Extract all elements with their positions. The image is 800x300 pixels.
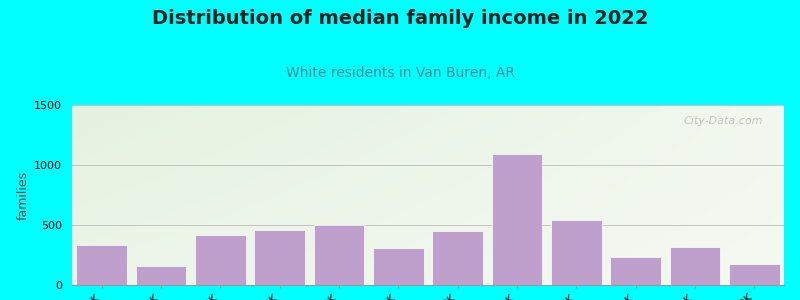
Bar [670,247,720,285]
Bar [492,154,542,285]
Bar [254,230,305,285]
Bar [314,225,364,285]
Bar [551,220,602,285]
Y-axis label: families: families [17,170,30,220]
Bar [729,264,779,285]
Text: Distribution of median family income in 2022: Distribution of median family income in … [152,9,648,28]
Bar [195,235,246,285]
Text: White residents in Van Buren, AR: White residents in Van Buren, AR [286,66,514,80]
Bar [433,231,483,285]
Bar [77,245,127,285]
Bar [373,248,423,285]
Bar [136,266,186,285]
Text: City-Data.com: City-Data.com [683,116,762,126]
Bar [610,257,661,285]
